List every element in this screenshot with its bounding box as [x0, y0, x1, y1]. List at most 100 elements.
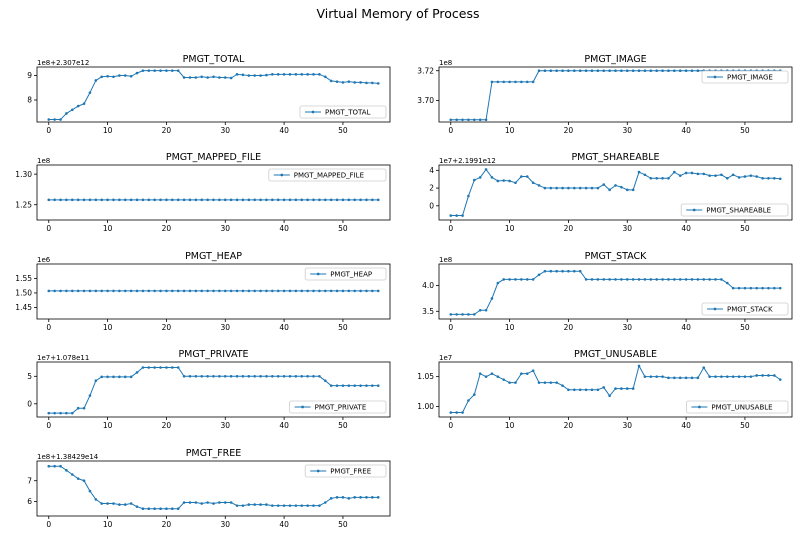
data-point [123, 74, 127, 77]
data-point [596, 278, 600, 281]
data-point [171, 366, 174, 369]
data-point [667, 278, 670, 281]
data-point [312, 375, 315, 378]
subplot-pmgt-mapped-file: PMGT_MAPPED_FILE 1e8 0 10 20 30 40 50 1.25 1.30 PM… [15, 152, 391, 233]
data-point [259, 375, 262, 378]
data-point [573, 388, 576, 392]
data-point [53, 464, 56, 468]
figure-title: Virtual Memory of Process [316, 6, 479, 21]
data-point [625, 188, 629, 192]
data-point [365, 384, 368, 387]
data-point [282, 504, 286, 507]
data-point [206, 501, 209, 504]
subplot-title: PMGT_STACK [585, 251, 648, 262]
x-tick-label: 20 [162, 126, 172, 135]
data-point [590, 69, 594, 73]
data-point [53, 289, 56, 293]
data-point [153, 507, 156, 511]
data-point [288, 504, 292, 507]
data-point [773, 177, 776, 180]
axes-frame [36, 66, 391, 123]
data-point [778, 286, 782, 290]
data-point [318, 375, 321, 378]
data-point [323, 75, 327, 79]
data-point [347, 198, 351, 202]
data-point [353, 289, 357, 293]
data-point [94, 379, 98, 383]
data-point [690, 69, 694, 73]
data-point [159, 289, 162, 293]
data-point [312, 198, 315, 202]
x-tick-label: 20 [162, 224, 172, 233]
data-point [749, 174, 753, 177]
data-point [702, 366, 706, 369]
data-point [76, 289, 80, 293]
legend: PMGT_MAPPED_FILE [268, 168, 387, 182]
data-point [123, 198, 127, 202]
data-point [165, 507, 168, 511]
x-tick-label: 30 [220, 323, 230, 332]
x-tick-label: 40 [681, 224, 691, 233]
data-point [696, 376, 700, 380]
data-point [223, 375, 227, 378]
data-point [502, 80, 506, 84]
data-point [129, 375, 133, 379]
data-point [371, 198, 374, 202]
data-point [153, 198, 156, 202]
data-point [578, 69, 582, 73]
x-tick-label: 30 [220, 126, 230, 135]
y-tick-label: 1.30 [15, 170, 32, 179]
data-point [288, 375, 292, 378]
data-point [353, 81, 357, 84]
data-point [549, 269, 553, 273]
data-point [82, 102, 86, 105]
data-point [637, 364, 641, 368]
data-point [212, 289, 215, 293]
data-point [65, 112, 68, 115]
data-point [602, 278, 606, 281]
data-point [614, 278, 617, 281]
data-point [153, 69, 156, 72]
data-point [376, 384, 380, 387]
data-point [365, 289, 368, 293]
legend-marker [692, 208, 696, 212]
x-tick-label: 10 [505, 224, 515, 233]
data-point [329, 289, 333, 293]
data-point [625, 278, 629, 281]
data-point [473, 393, 476, 396]
data-point [106, 74, 109, 78]
data-point [737, 375, 741, 378]
legend-marker [698, 405, 701, 409]
axes-frame [438, 164, 793, 221]
data-point [371, 81, 374, 85]
data-point [188, 198, 192, 202]
data-point [206, 375, 209, 378]
data-point [212, 375, 215, 378]
data-point [247, 74, 251, 77]
x-tick-label: 0 [448, 224, 453, 233]
data-point [514, 278, 517, 281]
data-point [371, 496, 374, 499]
data-point [555, 69, 558, 73]
x-tick-label: 10 [103, 224, 113, 233]
data-point [365, 81, 368, 85]
data-point [473, 178, 476, 182]
data-point [229, 501, 233, 504]
data-point [141, 366, 145, 369]
data-point [294, 198, 298, 202]
y-tick-label: 4 [429, 166, 434, 175]
data-point [673, 69, 676, 73]
data-point [508, 80, 511, 84]
data-point [247, 503, 251, 506]
data-point [118, 289, 121, 293]
data-point [737, 286, 741, 290]
data-point [171, 289, 174, 293]
data-point [182, 76, 186, 79]
subplot-title: PMGT_SHAREABLE [571, 152, 659, 163]
data-point [218, 198, 221, 202]
x-tick-label: 0 [46, 126, 51, 135]
data-point [673, 376, 676, 380]
axis-offset-label: 1e8 [37, 157, 50, 165]
subplot-pmgt-stack: PMGT_STACK 1e8 0 10 20 30 40 50 3.5 4.0 PMGT_STACK [422, 251, 793, 332]
